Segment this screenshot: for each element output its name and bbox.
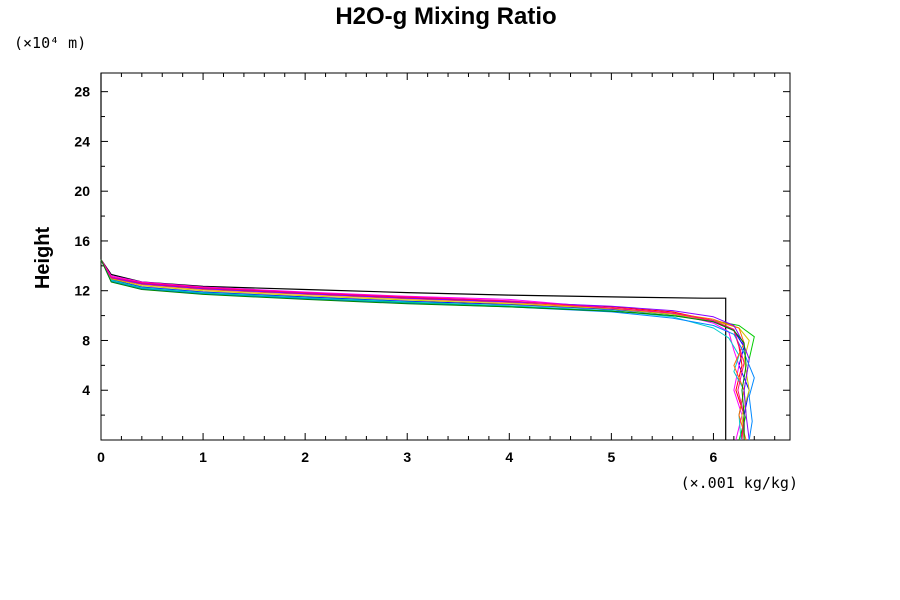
plot-frame xyxy=(100,72,791,441)
x-tick-label: 3 xyxy=(403,449,411,465)
x-tick-label: 6 xyxy=(710,449,718,465)
series-line-10 xyxy=(100,259,745,441)
x-tick-label: 4 xyxy=(505,449,513,465)
y-tick-label: 8 xyxy=(82,332,90,348)
y-tick-label: 4 xyxy=(82,382,90,398)
x-tick-label: 0 xyxy=(97,449,105,465)
y-axis-unit: (×10⁴ m) xyxy=(14,34,86,52)
y-tick-label: 24 xyxy=(74,133,90,149)
y-axis-label: Height xyxy=(32,227,54,290)
series-line-11 xyxy=(100,259,747,440)
x-tick-label: 1 xyxy=(199,449,207,465)
x-axis-unit: (×.001 kg/kg) xyxy=(681,474,798,492)
y-tick-label: 20 xyxy=(74,183,90,199)
y-tick-label: 28 xyxy=(74,84,90,100)
series-line-9 xyxy=(100,259,755,441)
chart-title: H2O-g Mixing Ratio xyxy=(335,3,556,30)
y-tick-label: 12 xyxy=(74,283,90,299)
series-line-8 xyxy=(100,259,750,441)
x-tick-label: 2 xyxy=(301,449,309,465)
y-tick-label: 16 xyxy=(74,233,90,249)
reference-profile-line xyxy=(100,73,727,440)
x-tick-label: 5 xyxy=(607,449,615,465)
